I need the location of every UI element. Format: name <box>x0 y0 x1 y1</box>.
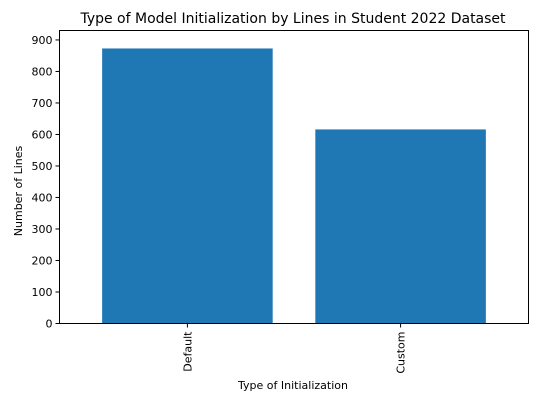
plot-area <box>102 48 486 324</box>
y-tick-label: 100 <box>32 286 53 299</box>
y-tick-label: 900 <box>32 34 53 47</box>
bar-default <box>102 48 273 324</box>
y-tick-label: 700 <box>32 97 53 110</box>
bar-custom <box>315 129 486 324</box>
y-axis: 0 100 200 300 400 500 600 700 800 900 <box>32 34 60 331</box>
y-axis-label: Number of Lines <box>12 146 25 237</box>
x-tick-label-custom: Custom <box>395 332 408 374</box>
x-tick-label-default: Default <box>181 331 194 372</box>
x-axis-label: Type of Initialization <box>237 379 348 392</box>
y-tick-label: 200 <box>32 254 53 267</box>
x-axis: Default Custom <box>181 323 408 374</box>
y-tick-label: 600 <box>32 128 53 141</box>
y-tick-label: 300 <box>32 223 53 236</box>
axes-frame <box>59 30 529 324</box>
y-tick-label: 400 <box>32 191 53 204</box>
y-tick-label: 500 <box>32 160 53 173</box>
y-tick-label: 0 <box>46 318 53 331</box>
chart-title: Type of Model Initialization by Lines in… <box>79 11 506 27</box>
y-tick-label: 800 <box>32 65 53 78</box>
